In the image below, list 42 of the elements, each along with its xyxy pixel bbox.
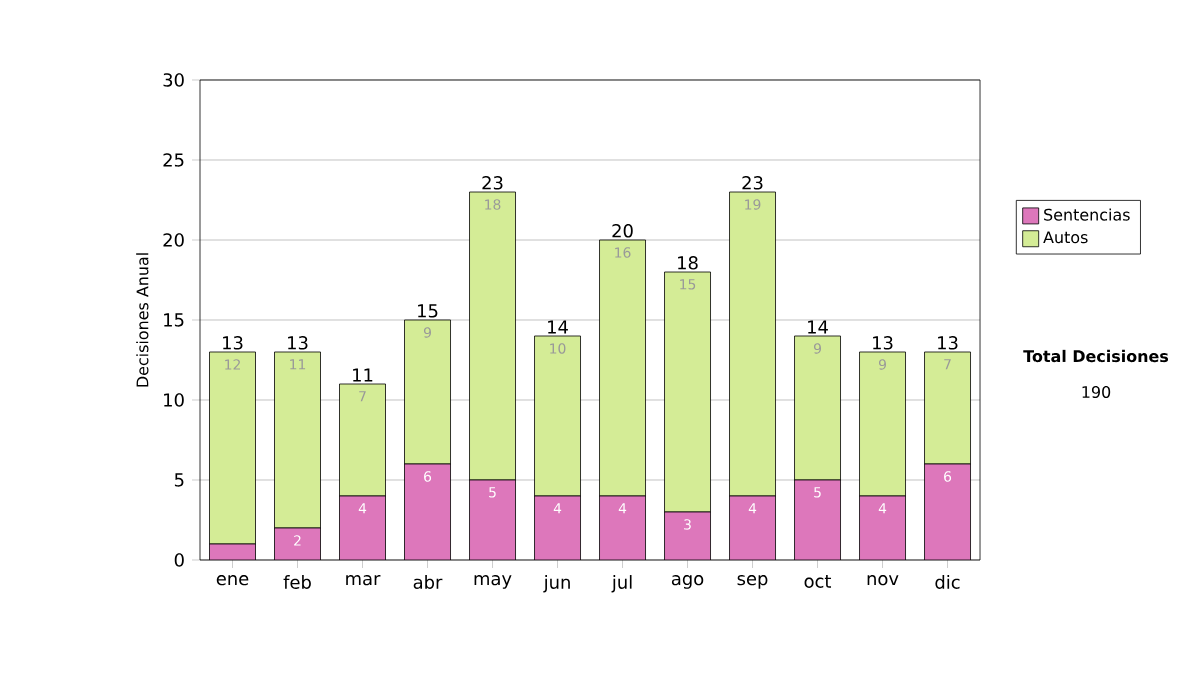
bar <box>534 496 581 560</box>
bar <box>339 496 386 560</box>
bar <box>729 496 776 560</box>
x-tick-label: ago <box>671 575 704 589</box>
total-label: 13 <box>288 336 308 350</box>
y-tick-label: 20 <box>163 233 184 247</box>
y-tick-label: 30 <box>163 73 184 87</box>
total-label: 20 <box>612 224 633 238</box>
x-tick-label: oct <box>804 575 832 588</box>
total-label: 14 <box>548 320 568 334</box>
x-tick-label: abr <box>413 575 443 589</box>
x-tick-label: may <box>474 575 512 589</box>
bar <box>794 480 841 560</box>
y-tick-label: 5 <box>174 473 184 487</box>
y-tick-label: 0 <box>174 553 184 567</box>
y-tick-label: 10 <box>164 393 184 407</box>
total-label: 23 <box>742 176 763 190</box>
bar <box>859 496 906 560</box>
bar <box>599 496 646 560</box>
x-tick-label: ene <box>216 575 249 586</box>
y-tick-label: 15 <box>164 313 184 327</box>
y-tick-label: 25 <box>163 153 184 167</box>
bar <box>664 512 711 560</box>
total-label: 14 <box>808 320 828 334</box>
total-label: 15 <box>418 304 438 318</box>
x-tick-label: sep <box>737 575 768 589</box>
x-tick-label: feb <box>283 575 311 589</box>
total-label: 13 <box>223 336 243 350</box>
bar <box>924 463 971 560</box>
total-label: 18 <box>678 256 698 270</box>
x-tick-label: nov <box>867 575 899 586</box>
total-label: 11 <box>353 368 373 382</box>
total-label: 23 <box>482 176 503 190</box>
x-tick-label: mar <box>346 575 381 586</box>
total-label: 13 <box>938 336 958 350</box>
x-tick-label: jun <box>543 575 570 593</box>
bar <box>404 464 451 560</box>
total-label: 13 <box>873 336 893 350</box>
bar <box>469 480 516 560</box>
x-tick-label: jul <box>611 575 632 593</box>
x-tick-label: dic <box>935 575 960 589</box>
bar <box>274 528 321 560</box>
